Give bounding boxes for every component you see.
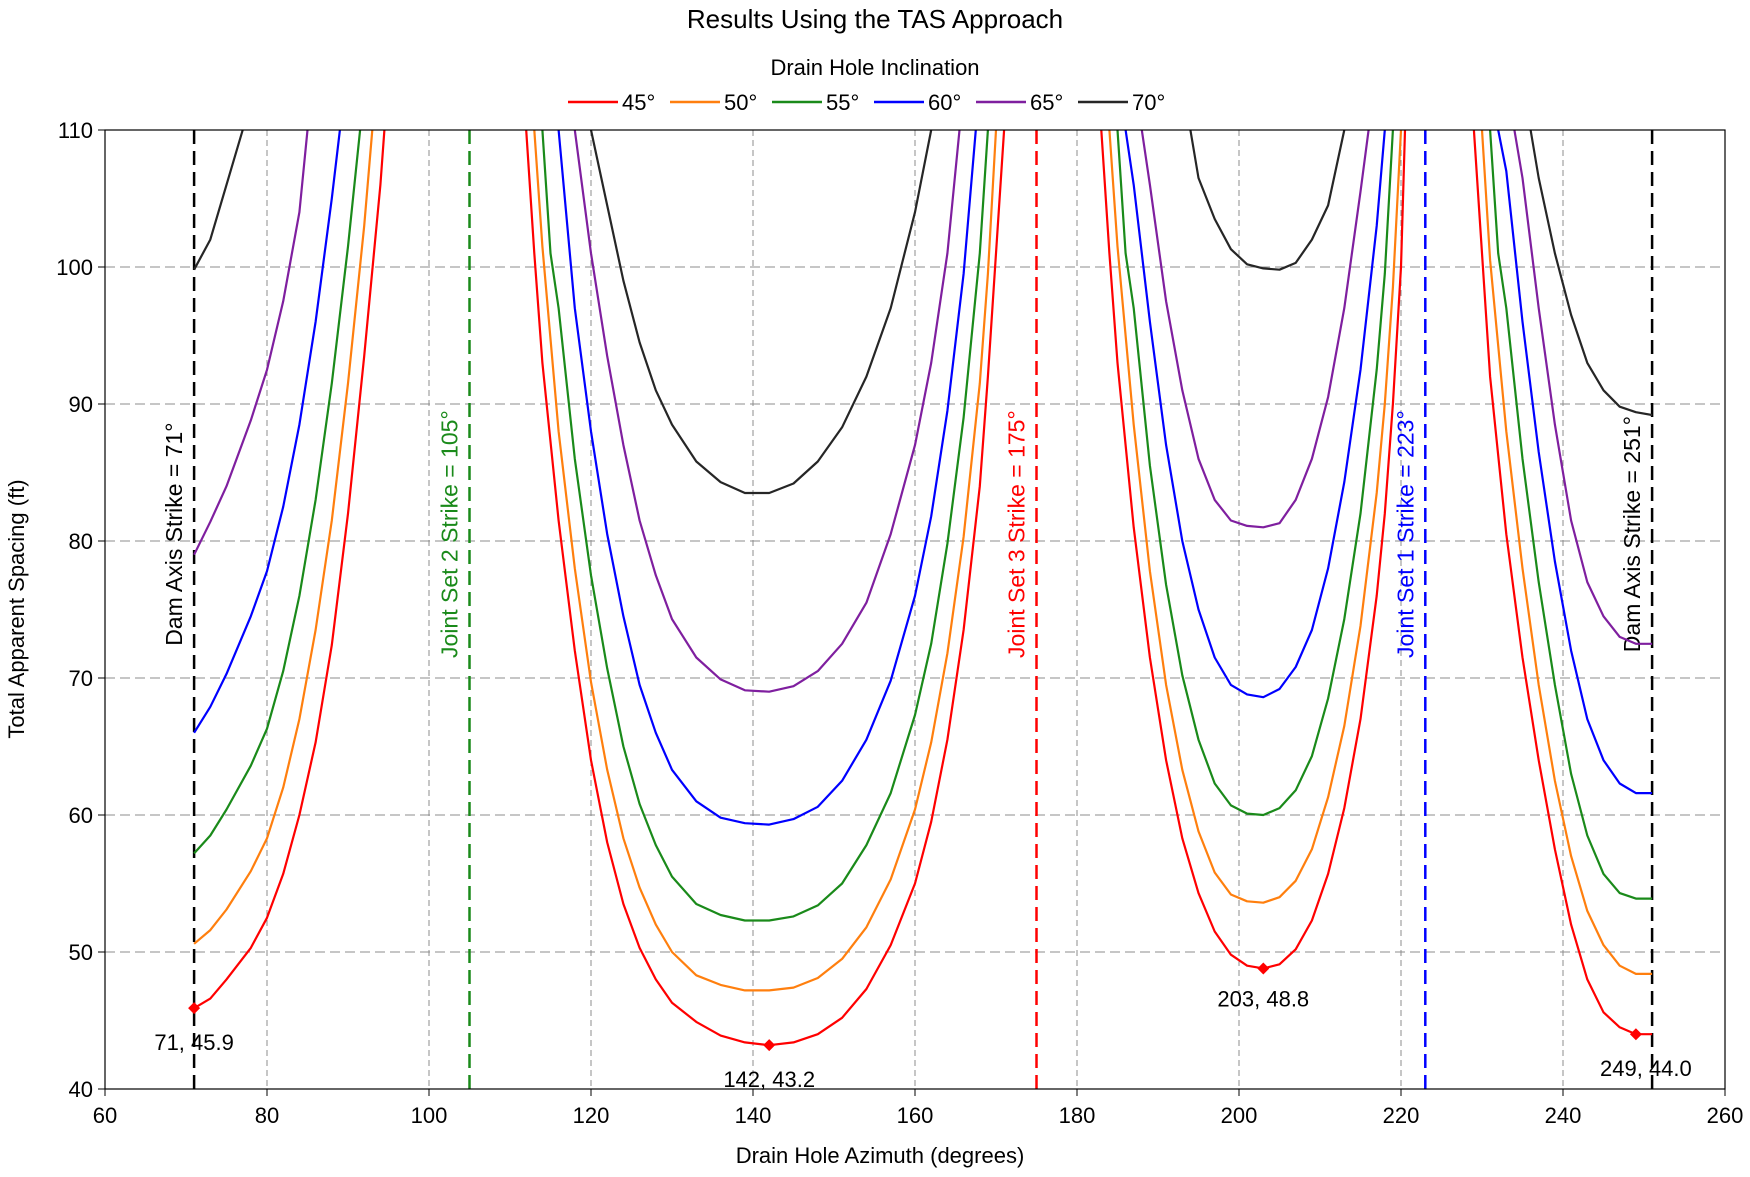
legend-title: Drain Hole Inclination: [770, 55, 979, 80]
series-line-60deg: [1124, 129, 1386, 699]
reference-line-label: Joint Set 1 Strike = 223°: [1392, 410, 1418, 658]
minimum-marker: [188, 1002, 201, 1015]
series-lines: [193, 129, 1653, 1047]
y-tick-label: 110: [58, 118, 93, 143]
series-line-55deg: [1116, 129, 1394, 817]
y-tick-label: 60: [69, 803, 93, 828]
series-line-60deg: [193, 129, 341, 734]
x-tick-label: 260: [1707, 1103, 1744, 1128]
x-axis-label: Drain Hole Azimuth (degrees): [736, 1143, 1025, 1168]
series-line-50deg: [193, 129, 374, 945]
series-line-50deg: [533, 129, 998, 992]
x-tick-label: 140: [735, 1103, 772, 1128]
y-tick-label: 70: [69, 666, 93, 691]
y-axis-label: Total Apparent Spacing (ft): [4, 479, 29, 738]
minimum-marker: [1629, 1028, 1642, 1041]
chart-title: Results Using the TAS Approach: [687, 4, 1063, 34]
x-tick-label: 200: [1221, 1103, 1258, 1128]
minimum-label: 142, 43.2: [723, 1067, 815, 1092]
series-line-50deg: [1108, 129, 1403, 904]
reference-lines: Dam Axis Strike = 71° Joint Set 2 Strike …: [161, 130, 1654, 1089]
minimum-label: 71, 45.9: [154, 1030, 234, 1055]
series-line-45deg: [193, 129, 386, 1010]
x-tick-label: 240: [1545, 1103, 1582, 1128]
series-line-45deg: [1472, 129, 1653, 1036]
series-line-70deg: [193, 129, 244, 271]
y-tick-label: 90: [69, 392, 93, 417]
minimum-label: 203, 48.8: [1217, 986, 1309, 1011]
grid: [105, 130, 1725, 1089]
y-tick-label: 40: [69, 1077, 93, 1102]
series-line-55deg: [1489, 129, 1653, 900]
reference-line-label: Joint Set 2 Strike = 105°: [437, 410, 463, 658]
x-tick-label: 100: [411, 1103, 448, 1128]
x-tick-label: 180: [1059, 1103, 1096, 1128]
series-line-60deg: [1497, 129, 1653, 795]
reference-line-label: Dam Axis Strike = 71°: [161, 422, 187, 645]
legend-label: 65°: [1030, 90, 1063, 115]
series-line-55deg: [193, 129, 362, 855]
y-tick-label: 100: [56, 255, 93, 280]
legend-label: 70°: [1132, 90, 1165, 115]
minimum-markers: 71, 45.9 142, 43.2 203, 48.8 249, 44.0: [154, 962, 1692, 1092]
minimum-marker: [1257, 962, 1270, 975]
legend-label: 60°: [928, 90, 961, 115]
y-tick-label: 50: [69, 940, 93, 965]
x-tick-label: 120: [573, 1103, 610, 1128]
x-tick-label: 80: [255, 1103, 279, 1128]
series-line-65deg: [193, 129, 309, 556]
reference-line-label: Dam Axis Strike = 251°: [1619, 416, 1645, 652]
series-line-70deg: [1529, 129, 1653, 417]
x-tick-label: 60: [93, 1103, 117, 1128]
minimum-label: 249, 44.0: [1600, 1056, 1692, 1081]
series-line-70deg: [589, 129, 933, 495]
x-tick-label: 220: [1383, 1103, 1420, 1128]
series-line-60deg: [557, 129, 977, 826]
series-line-45deg: [525, 129, 1006, 1047]
y-tick-label: 80: [69, 529, 93, 554]
axes: 60 80 100 120 140 160 180 200 220 240 260 40 50 60 70 8…: [56, 118, 1743, 1128]
legend: 45° 50° 55° 60° 65° 70°: [568, 90, 1165, 115]
series-line-65deg: [573, 129, 961, 693]
legend-label: 55°: [826, 90, 859, 115]
minimum-marker: [763, 1039, 776, 1052]
series-line-65deg: [1140, 129, 1370, 529]
legend-label: 50°: [724, 90, 757, 115]
series-line-55deg: [541, 129, 989, 922]
reference-line-label: Joint Set 3 Strike = 175°: [1004, 410, 1030, 658]
series-line-70deg: [1189, 129, 1346, 271]
x-tick-label: 160: [897, 1103, 934, 1128]
series-line-50deg: [1480, 129, 1653, 975]
legend-label: 45°: [622, 90, 655, 115]
series-line-65deg: [1513, 129, 1653, 645]
